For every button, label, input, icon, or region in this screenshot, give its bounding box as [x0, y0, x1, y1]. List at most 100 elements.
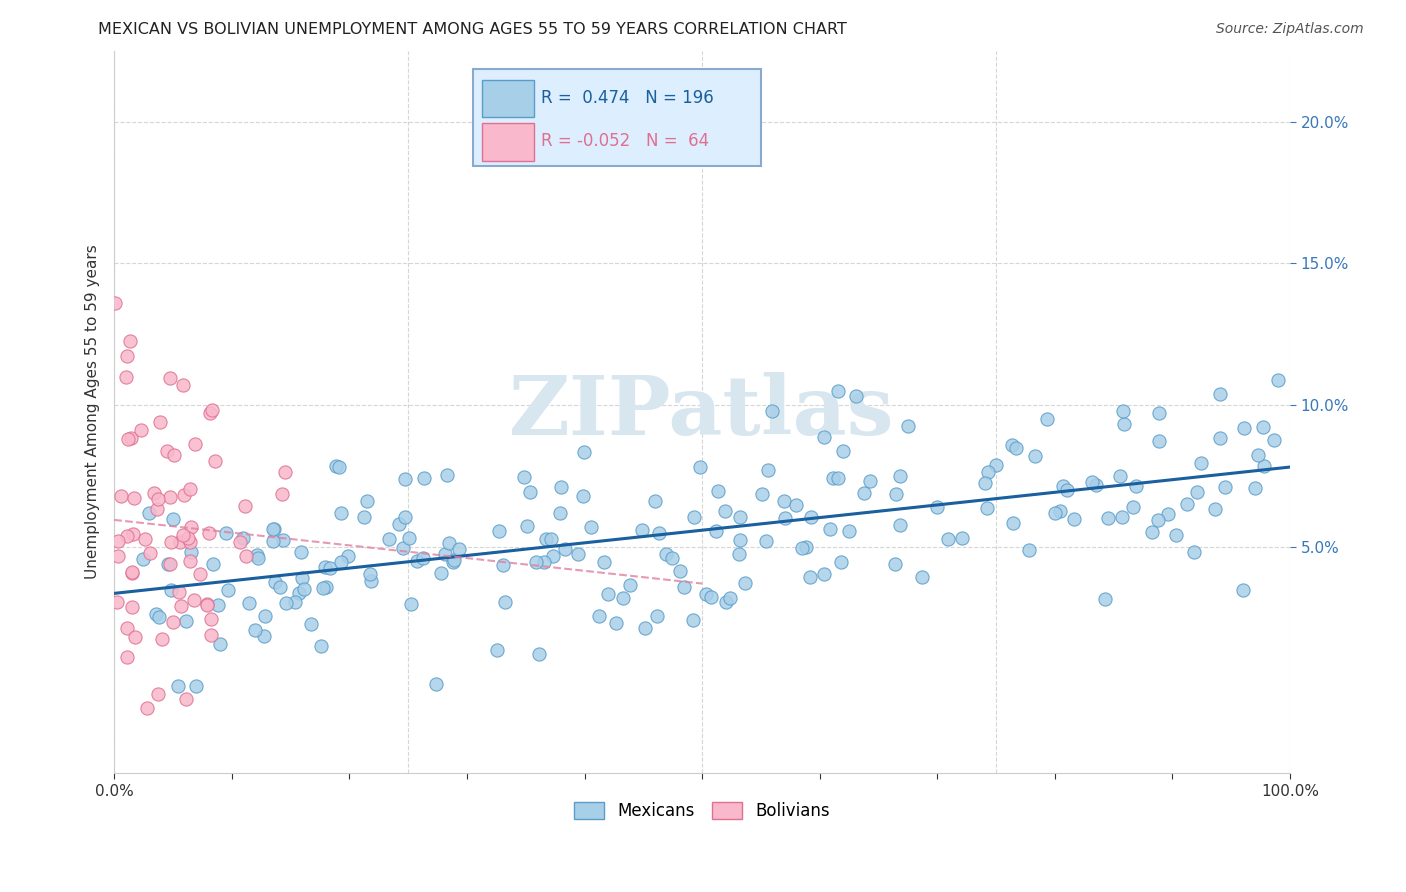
Point — [1112, 404, 1135, 418]
Point — [117, 349, 139, 363]
Point — [785, 498, 807, 512]
Point — [207, 598, 229, 612]
Text: MEXICAN VS BOLIVIAN UNEMPLOYMENT AMONG AGES 55 TO 59 YEARS CORRELATION CHART: MEXICAN VS BOLIVIAN UNEMPLOYMENT AMONG A… — [98, 22, 848, 37]
Point — [117, 433, 139, 447]
Point — [1094, 592, 1116, 607]
Point — [486, 643, 509, 657]
Point — [436, 467, 458, 482]
Point — [612, 591, 634, 605]
Point — [524, 555, 547, 569]
Point — [162, 511, 184, 525]
Point — [1175, 497, 1198, 511]
Point — [1189, 456, 1212, 470]
Point — [291, 571, 314, 585]
Point — [290, 544, 312, 558]
Point — [315, 580, 337, 594]
Point — [756, 463, 779, 477]
Point — [405, 553, 427, 567]
Point — [516, 518, 538, 533]
Point — [574, 445, 596, 459]
Point — [169, 535, 191, 549]
Point — [146, 491, 169, 506]
Point — [198, 406, 221, 420]
Point — [1036, 411, 1059, 425]
Point — [299, 617, 322, 632]
Point — [159, 557, 181, 571]
Point — [1182, 545, 1205, 559]
Point — [554, 542, 576, 557]
Point — [818, 522, 841, 536]
Point — [714, 504, 737, 518]
Point — [124, 630, 146, 644]
Point — [115, 621, 138, 635]
Point — [799, 570, 821, 584]
Point — [700, 590, 723, 604]
Point — [328, 460, 350, 475]
Point — [394, 472, 416, 486]
Point — [1253, 458, 1275, 473]
Point — [336, 549, 359, 564]
Point — [412, 550, 434, 565]
Point — [167, 679, 190, 693]
Point — [183, 437, 205, 451]
Point — [159, 371, 181, 385]
Point — [567, 547, 589, 561]
Point — [761, 404, 783, 418]
Text: R = -0.052   N =  64: R = -0.052 N = 64 — [541, 132, 709, 150]
Point — [845, 388, 868, 402]
Point — [1267, 373, 1289, 387]
Point — [430, 566, 453, 580]
Point — [976, 501, 998, 516]
Point — [353, 509, 375, 524]
Point — [253, 629, 276, 643]
Point — [162, 615, 184, 629]
Point — [138, 546, 160, 560]
FancyBboxPatch shape — [482, 79, 534, 117]
Point — [619, 578, 641, 592]
Point — [292, 582, 315, 597]
Point — [1164, 527, 1187, 541]
Point — [977, 465, 1000, 479]
Point — [579, 520, 602, 534]
Point — [1125, 479, 1147, 493]
Point — [179, 534, 201, 549]
Point — [412, 471, 434, 485]
Point — [190, 567, 212, 582]
Point — [728, 533, 751, 547]
Point — [163, 448, 186, 462]
Point — [398, 531, 420, 545]
Point — [270, 487, 292, 501]
Point — [794, 540, 817, 554]
Point — [167, 585, 190, 599]
Point — [447, 542, 470, 557]
Point — [314, 560, 336, 574]
Point — [217, 582, 239, 597]
Point — [170, 599, 193, 614]
Point — [232, 531, 254, 545]
Point — [105, 595, 128, 609]
Point — [494, 595, 516, 609]
Point — [202, 558, 225, 572]
Y-axis label: Unemployment Among Ages 55 to 59 years: Unemployment Among Ages 55 to 59 years — [86, 244, 100, 580]
Point — [1085, 478, 1108, 492]
Point — [356, 494, 378, 508]
Point — [1001, 438, 1024, 452]
Point — [1097, 511, 1119, 525]
Point — [831, 444, 853, 458]
Point — [707, 484, 730, 499]
Point — [1108, 468, 1130, 483]
Point — [160, 583, 183, 598]
Point — [391, 541, 413, 555]
Point — [669, 564, 692, 578]
Point — [145, 501, 167, 516]
Point — [288, 586, 311, 600]
Point — [253, 609, 276, 624]
Point — [751, 486, 773, 500]
Point — [1232, 421, 1254, 435]
Point — [160, 534, 183, 549]
Point — [974, 475, 997, 490]
Point — [118, 334, 141, 349]
Point — [1122, 500, 1144, 515]
Point — [772, 494, 794, 508]
Point — [1263, 433, 1285, 447]
